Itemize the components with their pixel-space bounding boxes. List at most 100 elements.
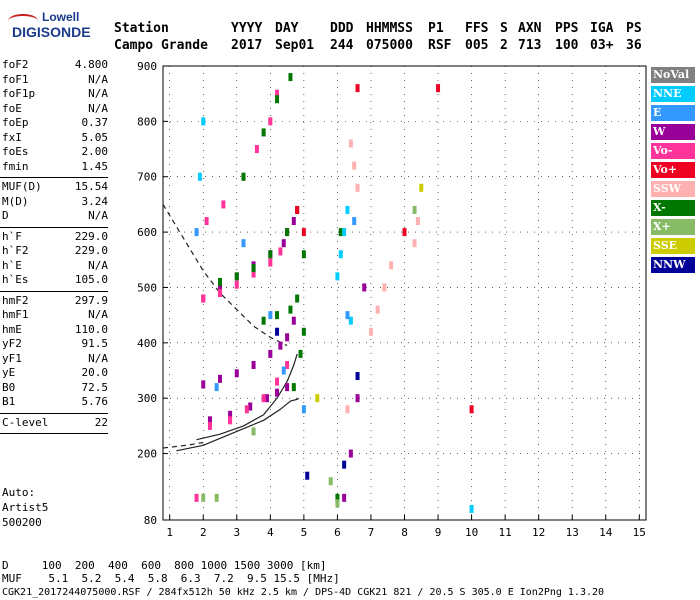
param-value: 3.24	[81, 194, 109, 208]
param-row-hmf2: hmF2 297.9	[2, 294, 108, 308]
param-row-b0: B0 72.5	[2, 381, 108, 395]
param-name: D	[2, 209, 9, 222]
header-value-ps: 36	[626, 38, 642, 53]
point-nne	[345, 205, 350, 214]
point-w	[291, 316, 296, 325]
header-value-s: 2	[500, 38, 508, 53]
legend-item-noval: NoVal	[651, 67, 695, 83]
param-row-fof1: foF1 N/A	[2, 73, 108, 87]
point-ssw	[352, 161, 357, 170]
param-row-c-level: C-level 22	[2, 416, 108, 430]
point-x-	[201, 493, 206, 502]
point-x-	[412, 205, 417, 214]
point-sse	[315, 394, 320, 403]
point-vo-	[244, 405, 249, 414]
param-name: B0	[2, 380, 16, 394]
param-name: foF1	[2, 72, 29, 86]
x-tick-label: 10	[465, 526, 478, 539]
param-row-foep: foEp 0.37	[2, 116, 108, 130]
legend-item-ssw: SSW	[651, 181, 695, 197]
point-ssw	[382, 283, 387, 292]
point-x-	[328, 477, 333, 486]
point-vo-	[268, 117, 273, 126]
legend-item-w: W	[651, 124, 695, 140]
point-x-	[335, 493, 340, 502]
x-tick-label: 7	[368, 526, 375, 539]
point-w	[281, 239, 286, 248]
header-value-axn: 713	[518, 38, 542, 53]
point-x-	[275, 311, 280, 320]
param-value: N/A	[88, 209, 108, 222]
header-label-s: S	[500, 21, 508, 36]
point-w	[201, 380, 206, 389]
point-x-	[275, 95, 280, 104]
param-name: fxI	[2, 130, 22, 144]
point-vo-	[295, 205, 300, 214]
param-value: 91.5	[81, 337, 109, 350]
point-w	[248, 402, 253, 411]
point-x-	[291, 383, 296, 392]
param-value: 2.00	[81, 145, 109, 158]
footer-info: CGK21_2017244075000.RSF / 284fx512h 50 k…	[2, 587, 605, 598]
point-x-	[251, 264, 256, 273]
param-row-foes: foEs 2.00	[2, 145, 108, 159]
point-x-	[338, 228, 343, 237]
point-ssw	[415, 217, 420, 226]
legend-item-x-: X+	[651, 219, 695, 235]
header-label-year: YYYY	[231, 21, 263, 36]
point-vo-	[285, 360, 290, 369]
point-x-	[295, 294, 300, 303]
point-e	[268, 311, 273, 320]
point-e	[345, 311, 350, 320]
point-w	[278, 341, 283, 350]
header-value-time: 075000	[366, 38, 413, 53]
param-name: foE	[2, 101, 22, 115]
param-value: 105.0	[74, 273, 108, 286]
point-nne	[335, 272, 340, 281]
param-name: hmE	[2, 322, 22, 336]
param-row-fxi: fxI 5.05	[2, 131, 108, 145]
legend-item-nne: NNE	[651, 86, 695, 102]
x-tick-label: 15	[633, 526, 646, 539]
param-name: h`F	[2, 229, 22, 243]
point-ssw	[345, 405, 350, 414]
point-x-	[214, 493, 219, 502]
header-value-year: 2017	[231, 38, 263, 53]
legend-item-e: E	[651, 105, 695, 121]
param-name: hmF2	[2, 293, 29, 307]
param-value: N/A	[88, 351, 108, 365]
x-tick-label: 8	[401, 526, 408, 539]
param-name: C-level	[2, 415, 49, 429]
point-w	[234, 369, 239, 378]
x-tick-label: 11	[499, 526, 512, 539]
point-w	[275, 388, 280, 397]
header-value-station: Campo Grande	[114, 38, 208, 53]
param-value: 229.0	[74, 244, 108, 257]
header-value-day: Sep01	[275, 38, 315, 53]
x-tick-label: 14	[599, 526, 613, 539]
header-value-ffs: 005	[465, 38, 489, 53]
y-tick-label: 700	[137, 171, 157, 184]
point-w	[285, 383, 290, 392]
point-w	[218, 283, 223, 292]
param-value: 72.5	[81, 380, 109, 394]
point-sse	[419, 183, 424, 192]
point-vo-	[201, 294, 206, 303]
param-name: h`Es	[2, 273, 29, 286]
param-row-fof2: foF2 4.800	[2, 58, 108, 72]
header-label-time: HHMMSS	[366, 21, 413, 36]
point-x-	[288, 73, 293, 82]
param-value: N/A	[88, 87, 108, 100]
point-e	[352, 217, 357, 226]
header-value-pps: 100	[555, 38, 579, 53]
point-w	[362, 283, 367, 292]
point-w	[348, 449, 353, 458]
point-nne	[338, 250, 343, 259]
param-name: B1	[2, 395, 16, 408]
point-x-	[241, 172, 246, 181]
legend-item-vo-: Vo+	[651, 162, 695, 178]
point-x-	[234, 272, 239, 281]
header-value-doy: 244	[330, 38, 354, 53]
param-name: MUF(D)	[2, 180, 42, 193]
point-ssw	[389, 261, 394, 270]
